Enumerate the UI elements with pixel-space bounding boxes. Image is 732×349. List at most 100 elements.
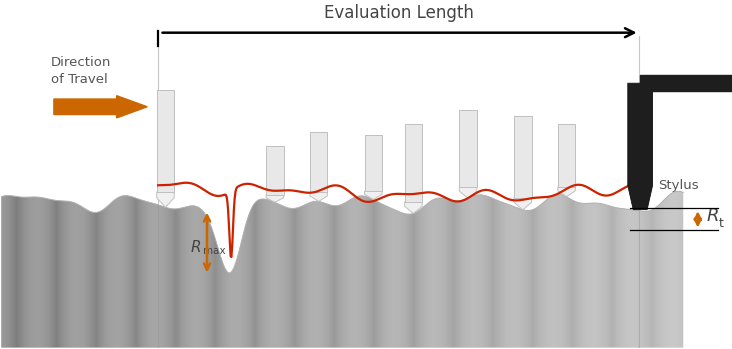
Polygon shape	[65, 201, 66, 348]
Polygon shape	[335, 206, 336, 348]
Polygon shape	[255, 202, 256, 348]
Polygon shape	[285, 207, 286, 348]
Polygon shape	[353, 198, 354, 348]
Polygon shape	[493, 199, 494, 348]
Polygon shape	[179, 208, 180, 348]
Polygon shape	[206, 216, 207, 348]
Polygon shape	[521, 209, 522, 348]
Polygon shape	[207, 217, 208, 348]
Polygon shape	[141, 200, 142, 348]
Polygon shape	[420, 209, 421, 348]
Polygon shape	[410, 214, 411, 348]
Polygon shape	[365, 135, 382, 191]
Polygon shape	[515, 207, 516, 348]
Polygon shape	[565, 196, 566, 348]
Polygon shape	[641, 211, 642, 348]
Polygon shape	[7, 195, 8, 348]
Polygon shape	[580, 203, 582, 348]
Polygon shape	[398, 211, 400, 348]
Polygon shape	[195, 206, 196, 348]
Polygon shape	[81, 206, 82, 348]
Polygon shape	[124, 195, 125, 348]
Polygon shape	[426, 204, 427, 348]
Polygon shape	[526, 210, 527, 348]
Polygon shape	[602, 204, 603, 348]
Polygon shape	[354, 197, 356, 348]
Polygon shape	[494, 199, 495, 348]
Polygon shape	[566, 196, 567, 348]
Polygon shape	[444, 199, 445, 348]
Polygon shape	[326, 203, 327, 348]
Polygon shape	[310, 202, 312, 348]
Polygon shape	[433, 199, 435, 348]
Polygon shape	[439, 198, 441, 348]
Polygon shape	[425, 205, 426, 348]
Polygon shape	[627, 209, 629, 348]
Polygon shape	[528, 210, 529, 348]
Polygon shape	[196, 206, 198, 348]
Polygon shape	[423, 207, 424, 348]
Polygon shape	[89, 211, 90, 348]
Polygon shape	[21, 197, 22, 348]
Polygon shape	[432, 200, 433, 348]
Polygon shape	[650, 210, 651, 348]
Polygon shape	[29, 197, 30, 348]
Polygon shape	[466, 199, 467, 348]
Polygon shape	[203, 211, 204, 348]
Polygon shape	[404, 214, 406, 348]
Polygon shape	[333, 206, 334, 348]
Polygon shape	[653, 209, 654, 348]
Polygon shape	[246, 220, 247, 348]
Polygon shape	[520, 209, 521, 348]
Polygon shape	[551, 195, 553, 348]
Polygon shape	[164, 207, 165, 348]
Polygon shape	[102, 209, 104, 348]
Polygon shape	[211, 227, 212, 348]
Polygon shape	[137, 199, 138, 348]
Polygon shape	[237, 253, 239, 348]
Polygon shape	[347, 201, 348, 348]
Polygon shape	[319, 202, 321, 348]
Polygon shape	[17, 196, 18, 348]
Polygon shape	[554, 194, 556, 348]
Polygon shape	[165, 207, 166, 348]
Polygon shape	[332, 206, 333, 348]
Polygon shape	[298, 207, 299, 348]
Polygon shape	[674, 192, 676, 348]
Polygon shape	[315, 201, 316, 348]
Polygon shape	[550, 196, 551, 348]
Polygon shape	[651, 210, 652, 348]
Polygon shape	[57, 200, 58, 348]
Polygon shape	[199, 208, 201, 348]
Polygon shape	[556, 194, 557, 348]
Polygon shape	[111, 201, 113, 348]
Polygon shape	[260, 199, 261, 348]
Polygon shape	[24, 197, 25, 348]
Polygon shape	[449, 200, 450, 348]
Polygon shape	[359, 196, 360, 348]
Polygon shape	[453, 201, 454, 348]
Polygon shape	[397, 211, 398, 348]
Polygon shape	[31, 197, 33, 348]
Polygon shape	[447, 199, 448, 348]
Polygon shape	[646, 211, 647, 348]
Polygon shape	[407, 214, 408, 348]
Polygon shape	[533, 209, 534, 348]
Polygon shape	[299, 207, 300, 348]
Polygon shape	[363, 196, 365, 348]
Polygon shape	[413, 213, 414, 348]
Polygon shape	[329, 205, 330, 348]
Polygon shape	[336, 206, 337, 348]
Polygon shape	[452, 201, 453, 348]
Polygon shape	[186, 207, 187, 348]
Polygon shape	[12, 196, 13, 348]
Polygon shape	[583, 203, 585, 348]
Polygon shape	[239, 246, 240, 348]
Polygon shape	[612, 207, 613, 348]
Polygon shape	[151, 203, 152, 348]
Polygon shape	[304, 205, 305, 348]
Polygon shape	[245, 223, 246, 348]
Polygon shape	[500, 201, 501, 348]
Polygon shape	[471, 196, 473, 348]
Polygon shape	[568, 198, 569, 348]
